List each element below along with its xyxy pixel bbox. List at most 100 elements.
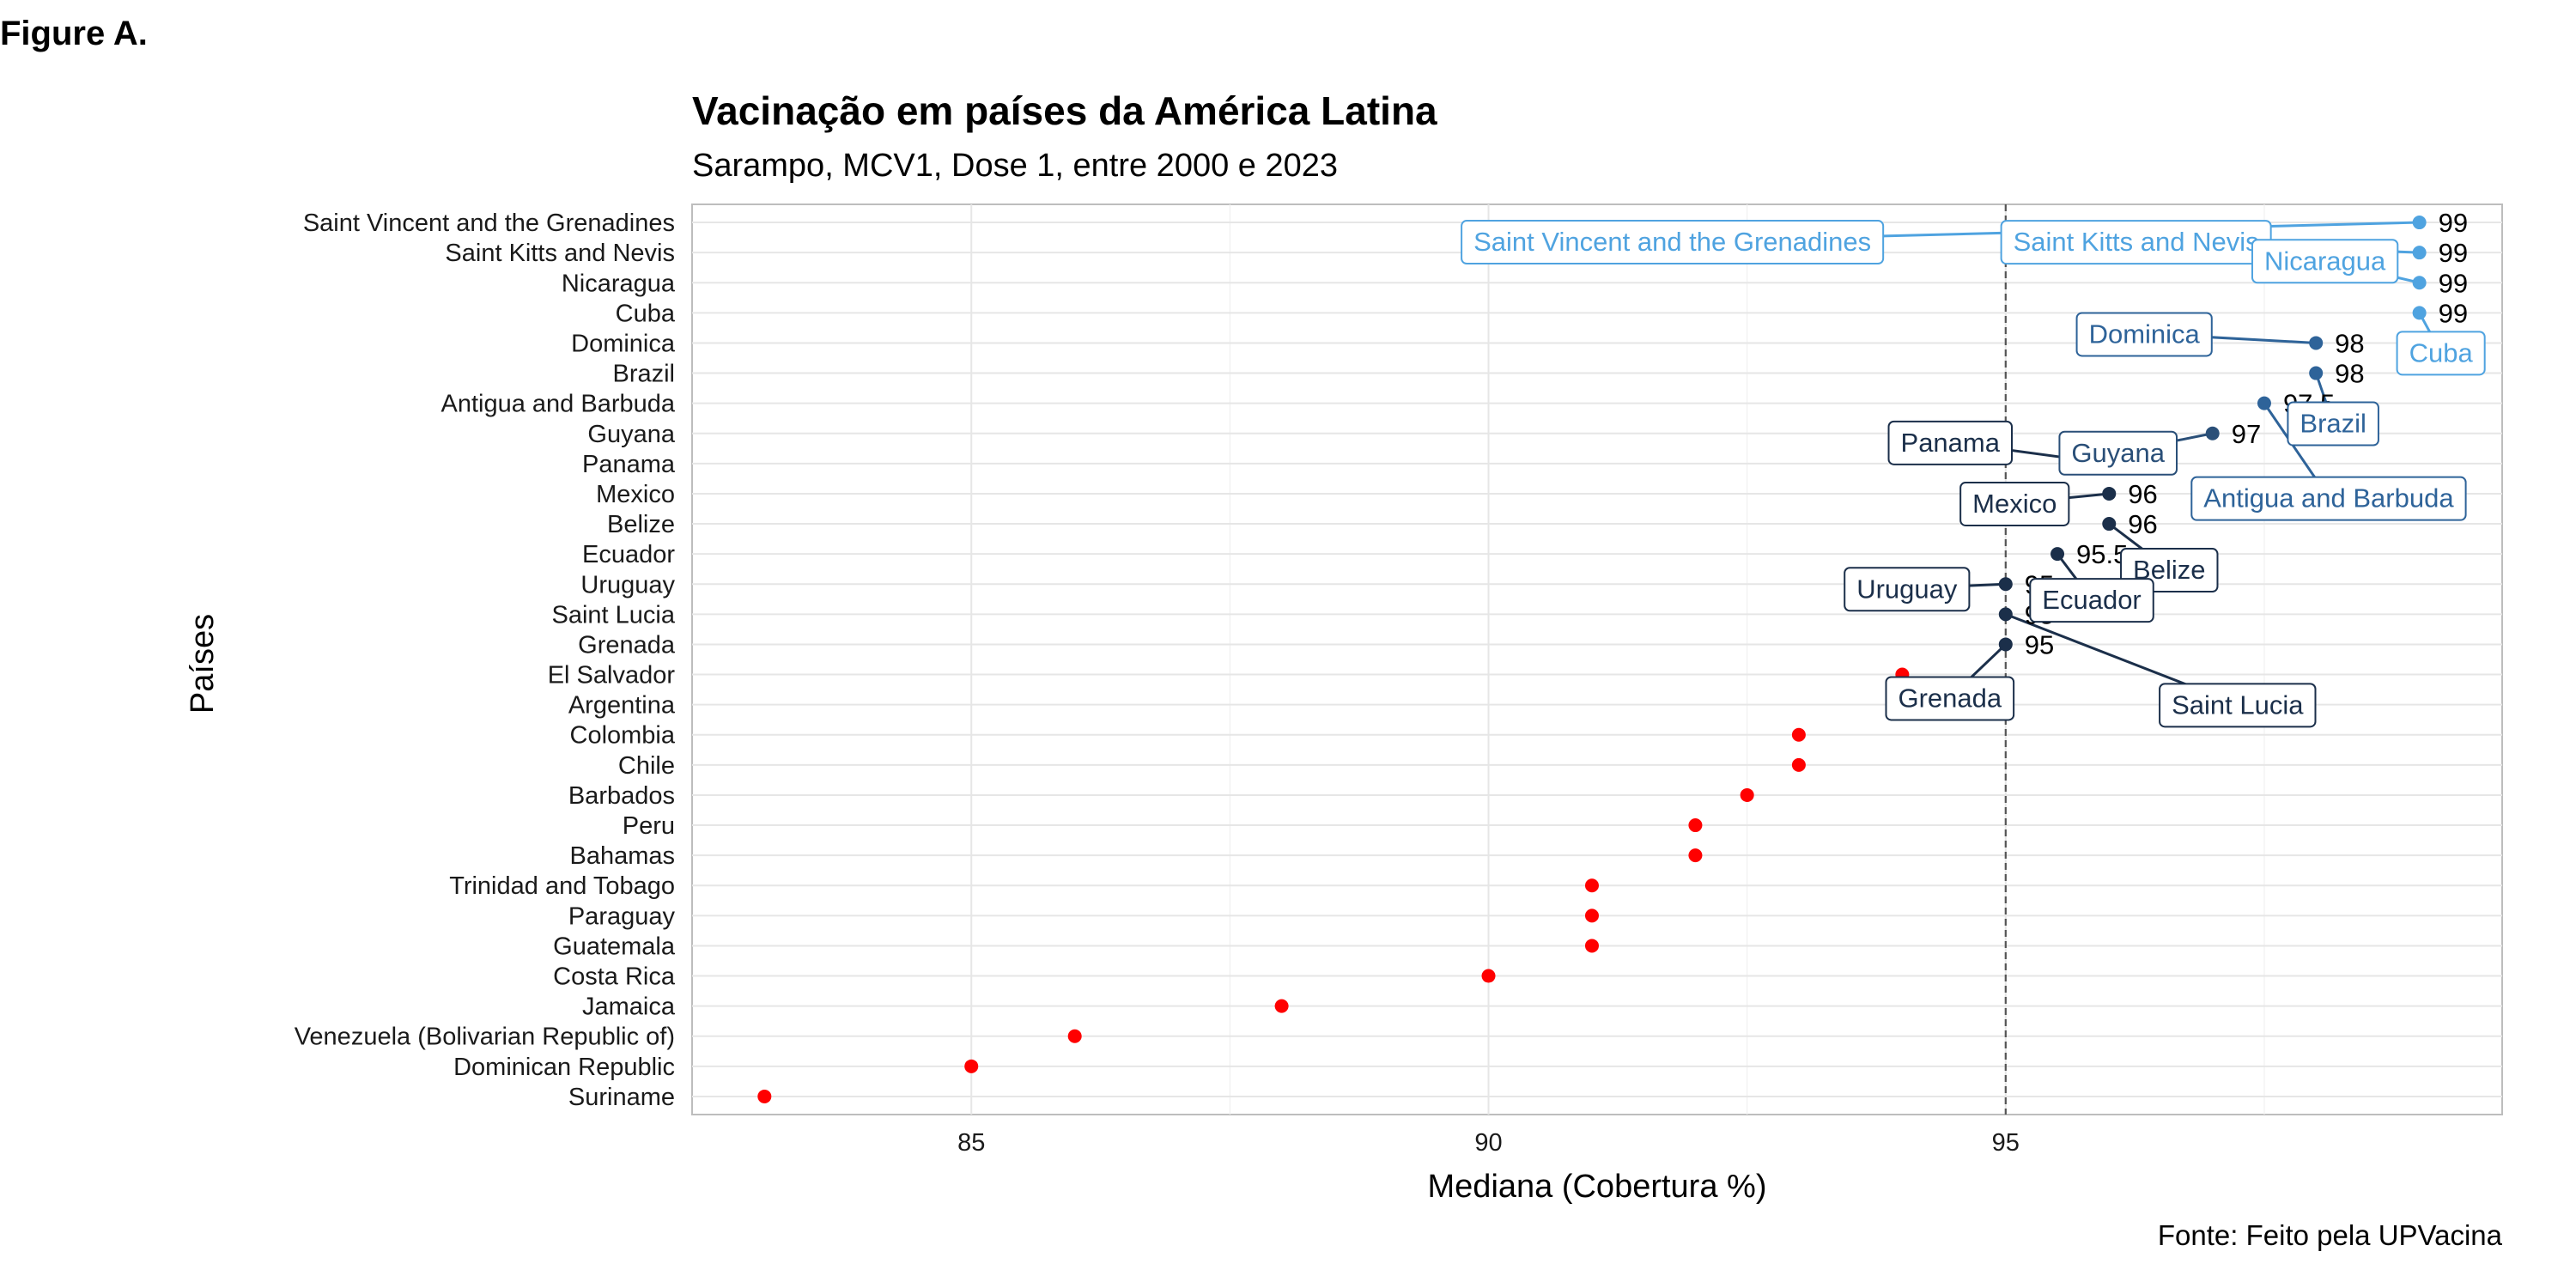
figure-label: Figure A. (0, 15, 148, 52)
label-frame-dominica (2075, 312, 2213, 357)
label-text-brazil: Brazil (2300, 409, 2366, 439)
y-tick-antigua-and-barbuda: Antigua and Barbuda (441, 391, 676, 418)
point-saint-vincent-and-the-grenadines (2412, 216, 2427, 230)
y-tick-costa-rica: Costa Rica (553, 963, 676, 991)
point-dominica (2309, 336, 2324, 350)
label-text-uruguay: Uruguay (1856, 574, 1958, 604)
x-tick-90: 90 (1474, 1129, 1502, 1157)
value-label-dominica: 98 (2335, 328, 2364, 358)
point-colombia (1791, 727, 1806, 742)
label-box-grenada: Grenada (1885, 676, 2015, 721)
label-frame-saint-vincent-and-the-grenadines (1461, 220, 1885, 265)
y-tick-chile: Chile (618, 752, 675, 780)
label-box-antigua-and-barbuda: Antigua and Barbuda (2190, 476, 2467, 521)
x-tick-95: 95 (1992, 1129, 2020, 1157)
label-text-guyana: Guyana (2071, 438, 2165, 468)
panel-border (691, 204, 2503, 1115)
value-label-grenada: 95 (2025, 629, 2054, 659)
point-saint-lucia (1998, 607, 2013, 622)
point-guyana (2205, 426, 2220, 440)
chart-caption: Fonte: Feito pela UPVacina (2158, 1219, 2503, 1251)
value-label-saint-kitts-and-nevis: 99 (2439, 238, 2468, 268)
label-frame-antigua-and-barbuda (2190, 476, 2467, 521)
value-label-brazil: 98 (2335, 359, 2364, 389)
chart-title: Vacinação em países da América Latina (692, 88, 1437, 133)
y-tick-guyana: Guyana (587, 421, 675, 448)
value-label-ecuador: 95.5 (2076, 539, 2128, 569)
country-label-boxes: Saint Vincent and the Grenadines Saint Ki… (1461, 220, 2486, 728)
point-suriname (757, 1089, 772, 1103)
label-box-mexico: Mexico (1959, 481, 2070, 526)
y-tick-panama: Panama (582, 451, 676, 478)
y-tick-cuba: Cuba (616, 300, 676, 327)
label-frame-nicaragua (2251, 239, 2399, 284)
point-bahamas (1688, 848, 1703, 863)
point-uruguay (1998, 577, 2013, 592)
label-frame-brazil (2287, 401, 2379, 447)
y-tick-grenada: Grenada (578, 631, 676, 659)
y-tick-peru: Peru (623, 812, 675, 840)
label-frame-saint-lucia (2159, 683, 2317, 728)
y-tick-dominican-republic: Dominican Republic (453, 1054, 675, 1081)
y-tick-barbados: Barbados (568, 782, 675, 810)
label-box-ecuador: Ecuador (2029, 578, 2154, 623)
y-tick-saint-lucia: Saint Lucia (552, 601, 676, 629)
value-label-saint-vincent-and-the-grenadines: 99 (2439, 208, 2468, 238)
y-tick-guatemala: Guatemala (553, 933, 676, 960)
data-points (757, 216, 2427, 1103)
point-guatemala (1584, 939, 1599, 953)
label-box-guyana: Guyana (2058, 430, 2178, 476)
y-tick-suriname: Suriname (568, 1084, 675, 1111)
label-box-uruguay: Uruguay (1844, 567, 1971, 612)
label-text-saint-kitts-and-nevis: Saint Kitts and Nevis (2014, 227, 2259, 257)
label-box-saint-vincent-and-the-grenadines: Saint Vincent and the Grenadines (1461, 220, 1885, 265)
y-axis-title: Países (185, 614, 221, 714)
y-tick-venezuela-bolivarian-republic-of: Venezuela (Bolivarian Republic of) (295, 1024, 675, 1051)
y-tick-nicaragua: Nicaragua (562, 270, 676, 297)
label-text-dominica: Dominica (2089, 319, 2201, 349)
label-box-panama: Panama (1887, 420, 2013, 465)
y-tick-brazil: Brazil (612, 361, 675, 388)
y-tick-belize: Belize (607, 511, 675, 538)
x-axis-title: Mediana (Cobertura %) (1428, 1169, 1767, 1205)
plot-panel (691, 204, 2503, 1115)
label-frame-cuba (2396, 331, 2486, 376)
y-tick-bahamas: Bahamas (569, 842, 675, 870)
point-paraguay (1584, 908, 1599, 923)
value-label-nicaragua: 99 (2439, 268, 2468, 298)
y-tick-ecuador: Ecuador (582, 541, 675, 568)
y-tick-jamaica: Jamaica (582, 993, 676, 1021)
label-box-dominica: Dominica (2075, 312, 2213, 357)
label-text-saint-vincent-and-the-grenadines: Saint Vincent and the Grenadines (1473, 227, 1871, 257)
label-box-cuba: Cuba (2396, 331, 2486, 376)
point-peru (1688, 818, 1703, 833)
label-text-panama: Panama (1901, 428, 2001, 458)
point-belize (2102, 517, 2117, 532)
point-cuba (2412, 306, 2427, 320)
y-tick-colombia: Colombia (570, 722, 676, 750)
y-tick-argentina: Argentina (568, 692, 676, 720)
point-venezuela-bolivarian-republic-of (1067, 1029, 1082, 1043)
point-grenada (1998, 637, 2013, 652)
y-tick-el-salvador: El Salvador (548, 662, 676, 690)
y-tick-saint-kitts-and-nevis: Saint Kitts and Nevis (445, 240, 675, 267)
y-tick-saint-vincent-and-the-grenadines: Saint Vincent and the Grenadines (303, 210, 675, 237)
y-tick-paraguay: Paraguay (568, 902, 676, 930)
point-jamaica (1274, 999, 1289, 1013)
y-axis-tick-labels: Saint Vincent and the Grenadines Saint Ki… (295, 210, 676, 1111)
label-frame-mexico (1959, 481, 2070, 526)
label-box-saint-lucia: Saint Lucia (2159, 683, 2317, 728)
label-text-cuba: Cuba (2409, 337, 2474, 368)
label-box-brazil: Brazil (2287, 401, 2379, 447)
value-label-belize: 96 (2128, 509, 2157, 539)
label-text-grenada: Grenada (1898, 683, 2002, 713)
label-frame-panama (1887, 420, 2013, 465)
chart-subtitle: Sarampo, MCV1, Dose 1, entre 2000 e 2023 (692, 148, 1338, 184)
value-label-guyana: 97 (2232, 419, 2261, 449)
point-ecuador (2050, 547, 2065, 562)
point-costa-rica (1481, 969, 1496, 983)
point-brazil (2309, 366, 2324, 380)
point-chile (1791, 757, 1806, 772)
y-tick-trinidad-and-tobago: Trinidad and Tobago (449, 872, 675, 900)
